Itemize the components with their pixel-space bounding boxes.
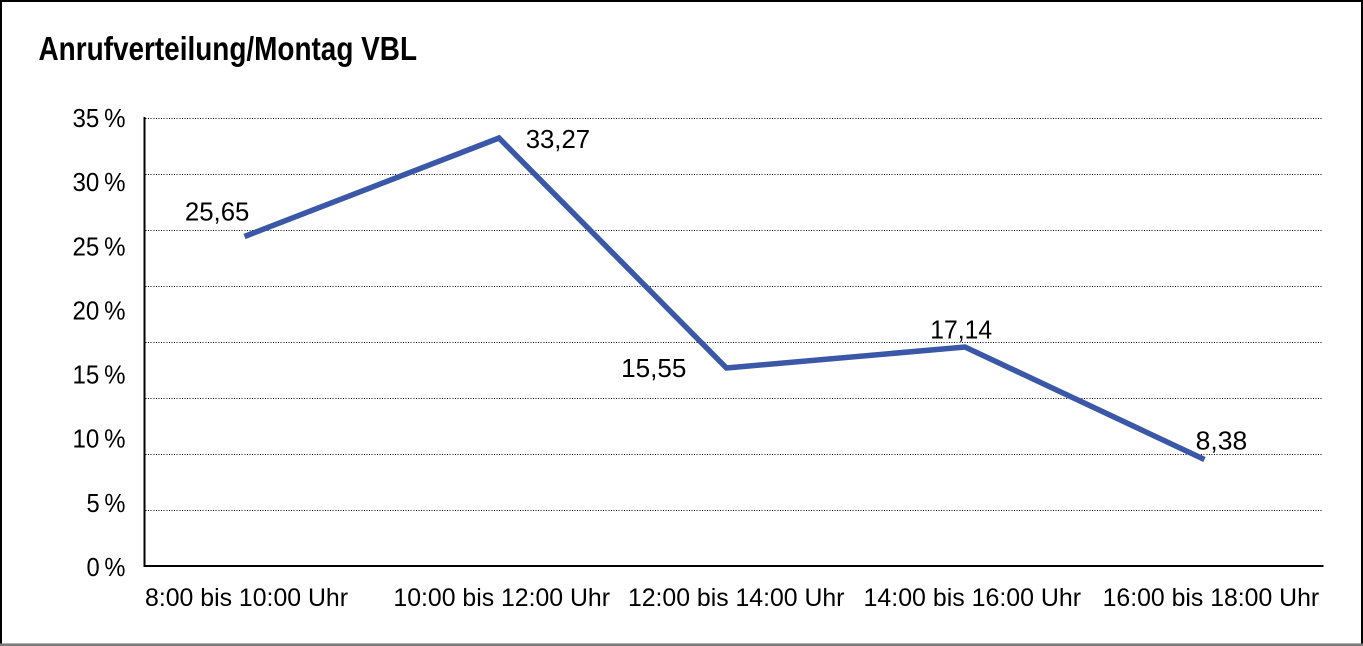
- svg-text:14:00 bis 16:00 Uhr: 14:00 bis 16:00 Uhr: [864, 584, 1082, 612]
- svg-text:20 %: 20 %: [73, 295, 126, 325]
- svg-text:10 %: 10 %: [73, 424, 126, 454]
- svg-text:15 %: 15 %: [73, 360, 126, 390]
- svg-text:25 %: 25 %: [73, 231, 126, 261]
- svg-text:33,27: 33,27: [526, 124, 590, 154]
- svg-text:17,14: 17,14: [930, 314, 992, 344]
- svg-text:12:00 bis 14:00 Uhr: 12:00 bis 14:00 Uhr: [628, 584, 845, 612]
- svg-text:5 %: 5 %: [87, 488, 126, 518]
- svg-text:35 %: 35 %: [73, 103, 126, 133]
- svg-text:10:00 bis 12:00 Uhr: 10:00 bis 12:00 Uhr: [393, 584, 610, 612]
- svg-text:30 %: 30 %: [73, 167, 126, 197]
- svg-text:8:00 bis 10:00 Uhr: 8:00 bis 10:00 Uhr: [145, 584, 348, 612]
- svg-text:16:00 bis 18:00 Uhr: 16:00 bis 18:00 Uhr: [1103, 584, 1320, 612]
- svg-text:8,38: 8,38: [1196, 426, 1248, 456]
- svg-text:25,65: 25,65: [185, 196, 250, 226]
- svg-text:0 %: 0 %: [87, 552, 126, 582]
- svg-text:15,55: 15,55: [621, 353, 686, 383]
- svg-text:Anrufverteilung/Montag VBL: Anrufverteilung/Montag VBL: [39, 30, 418, 67]
